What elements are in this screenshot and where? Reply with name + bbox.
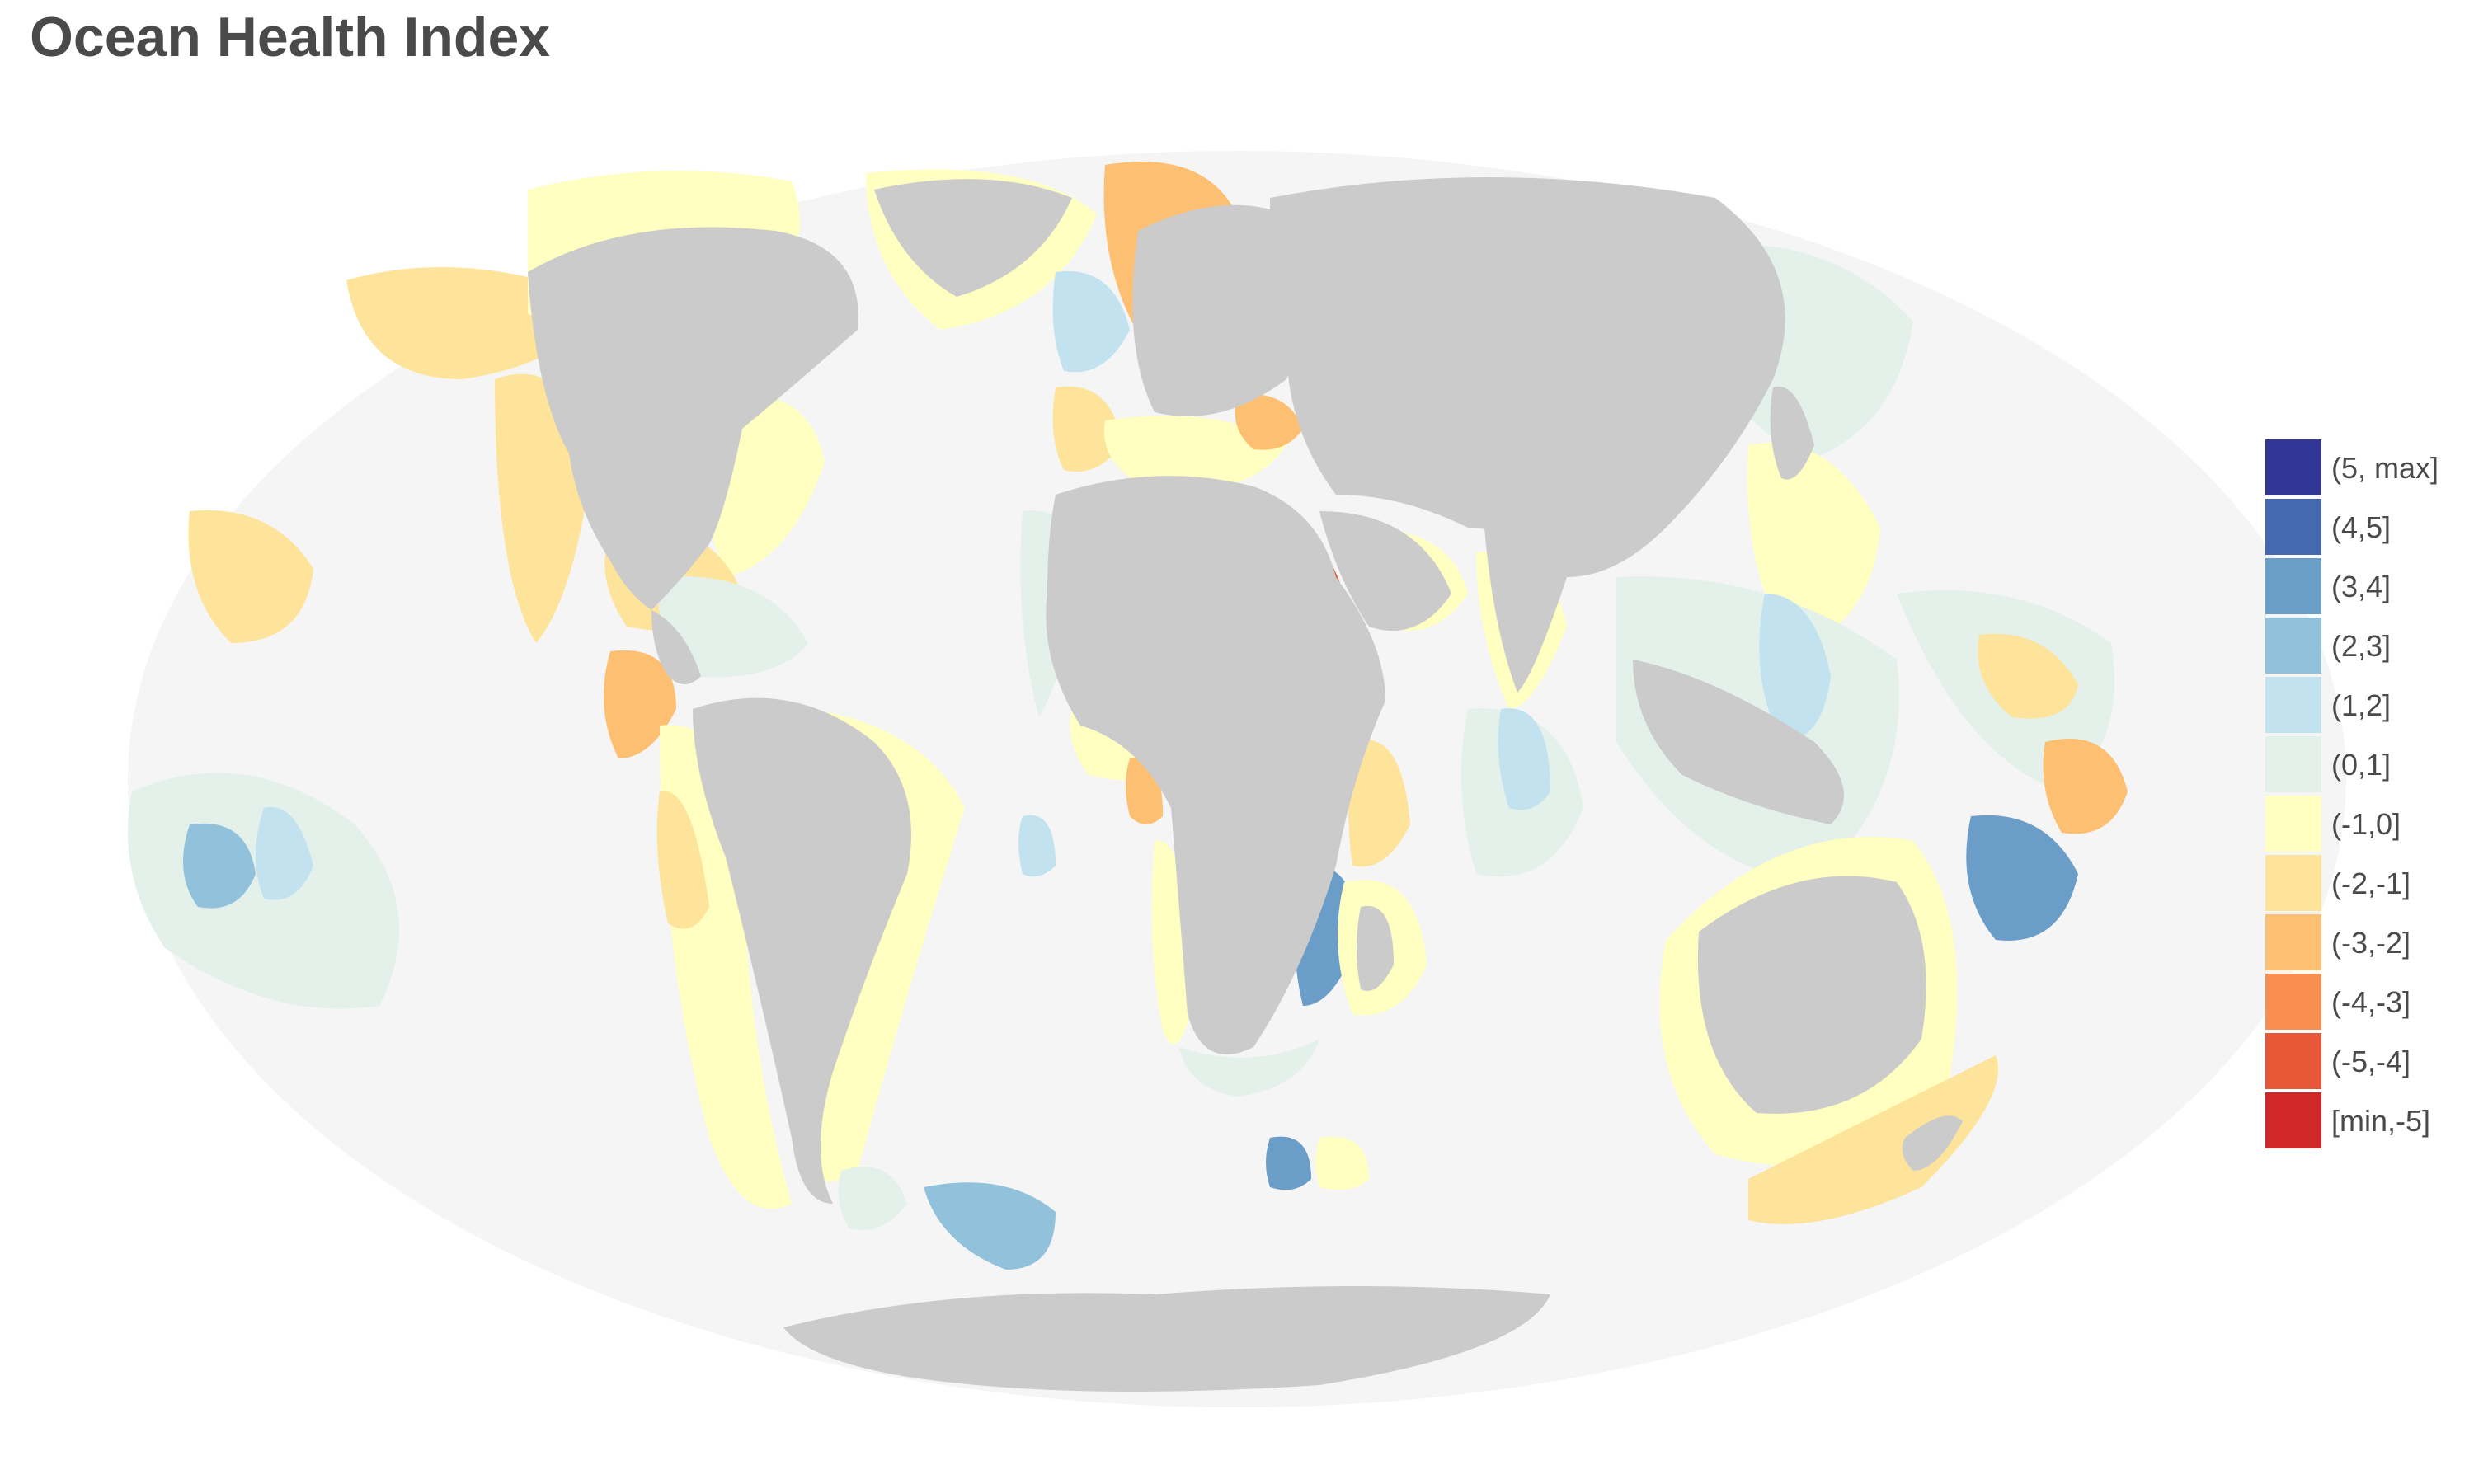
land-southeast-asia bbox=[1633, 660, 1844, 824]
eez-zone-south-africa bbox=[1179, 1039, 1319, 1097]
legend-item[interactable]: [min,-5] bbox=[2265, 1092, 2463, 1152]
land-europe bbox=[1132, 204, 1303, 416]
legend-item[interactable]: (2,3] bbox=[2265, 618, 2463, 677]
legend-swatch bbox=[2265, 914, 2321, 970]
legend-label: (-3,-2] bbox=[2331, 926, 2411, 960]
land-australia bbox=[1697, 876, 1926, 1114]
land-japan bbox=[1770, 386, 1814, 480]
legend-swatch bbox=[2265, 1033, 2321, 1089]
legend-item[interactable]: (-3,-2] bbox=[2265, 914, 2463, 974]
legend-label: (3,4] bbox=[2331, 570, 2392, 603]
eez-zone-southern-ocean-islands bbox=[1315, 1136, 1369, 1190]
legend-item[interactable]: (-4,-3] bbox=[2265, 974, 2463, 1033]
land-india bbox=[1484, 528, 1567, 693]
legend-item[interactable]: (-1,0] bbox=[2265, 796, 2463, 855]
legend-label: (-4,-3] bbox=[2331, 985, 2411, 1019]
land-new-zealand bbox=[1902, 1115, 1963, 1171]
eez-zone-central-america bbox=[604, 650, 676, 758]
eez-zone-falklands bbox=[838, 1167, 907, 1230]
legend-swatch bbox=[2265, 677, 2321, 733]
land-greenland bbox=[874, 179, 1072, 297]
eez-zone-iberia bbox=[1052, 386, 1122, 472]
eez-zone-kiribati bbox=[2043, 739, 2128, 834]
legend-swatch bbox=[2265, 499, 2321, 555]
eez-zone-black-sea bbox=[1235, 394, 1303, 450]
legend-item[interactable]: (-2,-1] bbox=[2265, 855, 2463, 914]
land-arabia bbox=[1319, 511, 1451, 631]
land-asia bbox=[1270, 177, 1785, 577]
legend-item[interactable]: (4,5] bbox=[2265, 499, 2463, 558]
eez-zone-indian-ocean-south bbox=[1266, 1136, 1311, 1190]
legend-label: (4,5] bbox=[2331, 510, 2392, 544]
land-antarctica bbox=[783, 1286, 1550, 1392]
legend-swatch bbox=[2265, 558, 2321, 614]
eez-zone-indian-ocean-islands bbox=[1498, 708, 1550, 810]
land-south-america bbox=[693, 697, 911, 1204]
legend-swatch bbox=[2265, 974, 2321, 1030]
eez-zone-south-atlantic-islands bbox=[1018, 815, 1056, 877]
eez-zone-micronesia bbox=[1978, 633, 2078, 719]
legend-label: (2,3] bbox=[2331, 629, 2392, 663]
legend-item[interactable]: (3,4] bbox=[2265, 558, 2463, 618]
land-africa bbox=[1046, 476, 1385, 1054]
legend-swatch bbox=[2265, 439, 2321, 495]
legend-label: (-5,-4] bbox=[2331, 1045, 2411, 1078]
map-title: Ocean Health Index bbox=[30, 6, 551, 68]
eez-zone-polynesia bbox=[183, 823, 256, 909]
eez-zone-caribbean bbox=[658, 576, 808, 678]
eez-zone-hawaii bbox=[188, 510, 313, 643]
legend-label: (-1,0] bbox=[2331, 807, 2401, 841]
legend-label: (1,2] bbox=[2331, 688, 2392, 722]
eez-zone-central-pacific bbox=[256, 806, 313, 900]
eez-zone-philippines bbox=[1759, 594, 1831, 742]
legend-item[interactable]: (1,2] bbox=[2265, 677, 2463, 736]
eez-zone-mediterranean bbox=[1103, 416, 1286, 495]
legend-item[interactable]: (-5,-4] bbox=[2265, 1033, 2463, 1092]
legend: (5, max] (4,5] (3,4] (2,3] (1,2] (0,1] (… bbox=[2265, 439, 2463, 1152]
legend-label: [min,-5] bbox=[2331, 1104, 2431, 1138]
legend-swatch bbox=[2265, 618, 2321, 674]
eez-zone-east-africa bbox=[1348, 740, 1410, 867]
eez-zone-peru bbox=[656, 791, 709, 929]
legend-label: (0,1] bbox=[2331, 748, 2392, 782]
land-central-america bbox=[651, 610, 701, 684]
legend-item[interactable]: (5, max] bbox=[2265, 439, 2463, 499]
legend-label: (-2,-1] bbox=[2331, 866, 2411, 900]
legend-item[interactable]: (0,1] bbox=[2265, 736, 2463, 796]
land-madagascar bbox=[1357, 905, 1394, 991]
eez-zone-melanesia bbox=[1966, 815, 2078, 941]
land-north-america bbox=[528, 227, 858, 610]
eez-zone-south-georgia bbox=[924, 1182, 1056, 1270]
land-masses bbox=[528, 177, 1963, 1392]
legend-swatch bbox=[2265, 855, 2321, 911]
legend-label: (5, max] bbox=[2331, 451, 2439, 485]
legend-swatch bbox=[2265, 796, 2321, 852]
legend-swatch bbox=[2265, 1092, 2321, 1148]
legend-swatch bbox=[2265, 736, 2321, 792]
eez-zone-new-zealand bbox=[1748, 1055, 1999, 1224]
eez-zone-british-isles bbox=[1052, 270, 1130, 373]
